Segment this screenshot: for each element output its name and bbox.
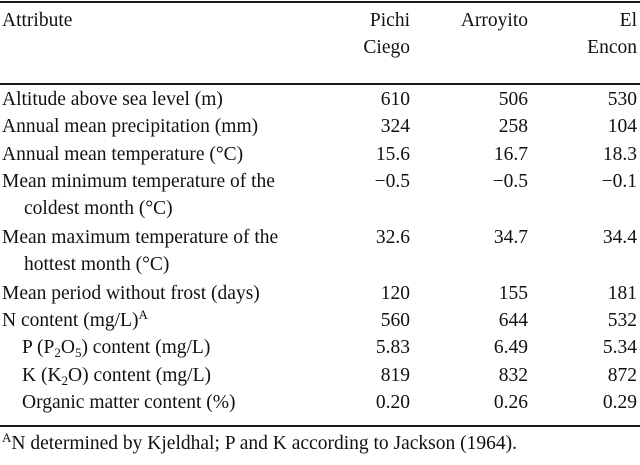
- value-pichi-ciego: −0.5: [374, 171, 410, 192]
- value-el-encon: −0.1: [601, 171, 637, 192]
- header-col3-line1: El: [619, 10, 637, 31]
- footnote-marker: A: [138, 307, 148, 322]
- header-col1-line2: Ciego: [363, 37, 410, 58]
- value-pichi-ciego: 0.20: [375, 392, 410, 413]
- value-pichi-ciego: 5.83: [375, 337, 410, 358]
- value-pichi-ciego: 15.6: [375, 144, 410, 165]
- row-label: K (K2O) content (mg/L): [22, 362, 211, 389]
- value-pichi-ciego: 610: [380, 89, 410, 110]
- footnote-text: N determined by Kjeldhal; P and K accord…: [11, 433, 518, 454]
- value-arroyito: 644: [498, 310, 528, 331]
- value-pichi-ciego: 120: [380, 283, 410, 304]
- value-el-encon: 104: [607, 116, 637, 137]
- value-arroyito: 16.7: [493, 144, 528, 165]
- value-el-encon: 34.4: [602, 227, 637, 248]
- value-arroyito: 155: [498, 283, 528, 304]
- value-el-encon: 0.29: [602, 392, 637, 413]
- subscript: 2: [54, 345, 61, 360]
- row-label: Altitude above sea level (m): [2, 89, 223, 110]
- row-label: Mean maximum temperature of the hottest …: [2, 224, 278, 278]
- table-footnote: AN determined by Kjeldhal; P and K accor…: [2, 430, 517, 457]
- value-arroyito: 506: [498, 89, 528, 110]
- value-el-encon: 530: [607, 89, 637, 110]
- value-arroyito: 0.26: [493, 392, 528, 413]
- value-arroyito: 6.49: [493, 337, 528, 358]
- value-arroyito: 832: [498, 365, 528, 386]
- subscript: 2: [61, 373, 69, 388]
- row-label: Mean period without frost (days): [2, 283, 260, 304]
- value-pichi-ciego: 560: [380, 310, 410, 331]
- header-col1-line1: Pichi: [369, 10, 410, 31]
- row-label-pre: K (K: [22, 365, 62, 386]
- table-bottom-rule: [0, 425, 640, 427]
- subscript: 5: [74, 345, 82, 360]
- row-label-line1: Mean minimum temperature of the: [2, 171, 275, 192]
- table-header-rule: [0, 83, 640, 85]
- row-label: N content (mg/L)A: [2, 307, 148, 334]
- row-label-line2: coldest month (°C): [24, 198, 173, 219]
- value-pichi-ciego: 819: [380, 365, 410, 386]
- value-el-encon: 872: [607, 365, 637, 386]
- value-arroyito: 34.7: [493, 227, 528, 248]
- table-top-rule: [0, 1, 640, 3]
- row-label-mid: O: [60, 337, 75, 358]
- row-label: Mean minimum temperature of the coldest …: [2, 168, 275, 222]
- value-pichi-ciego: 324: [380, 116, 410, 137]
- row-label: P (P2O5) content (mg/L): [22, 334, 210, 361]
- value-arroyito: 258: [498, 116, 528, 137]
- row-label-text: N content (mg/L): [2, 310, 139, 331]
- value-pichi-ciego: 32.6: [375, 227, 410, 248]
- value-el-encon: 181: [607, 283, 637, 304]
- header-attribute: Attribute: [2, 10, 73, 31]
- row-label: Organic matter content (%): [22, 392, 236, 413]
- row-label-post: ) content (mg/L): [81, 337, 211, 358]
- header-el-encon: El Encon: [587, 7, 637, 61]
- value-el-encon: 5.34: [602, 337, 637, 358]
- row-label: Annual mean temperature (°C): [2, 144, 244, 165]
- value-el-encon: 532: [607, 310, 637, 331]
- row-label-pre: P (P: [22, 337, 55, 358]
- row-label-line1: Mean maximum temperature of the: [2, 227, 279, 248]
- row-label-line2: hottest month (°C): [24, 254, 170, 275]
- value-arroyito: −0.5: [492, 171, 528, 192]
- header-arroyito: Arroyito: [461, 7, 528, 34]
- header-col2-line1: Arroyito: [460, 10, 528, 31]
- row-label: Annual mean precipitation (mm): [2, 116, 259, 137]
- header-col3-line2: Encon: [587, 37, 637, 58]
- footnote-marker: A: [2, 430, 12, 445]
- header-pichi-ciego: Pichi Ciego: [363, 7, 410, 61]
- row-label-post: O) content (mg/L): [68, 365, 212, 386]
- value-el-encon: 18.3: [602, 144, 637, 165]
